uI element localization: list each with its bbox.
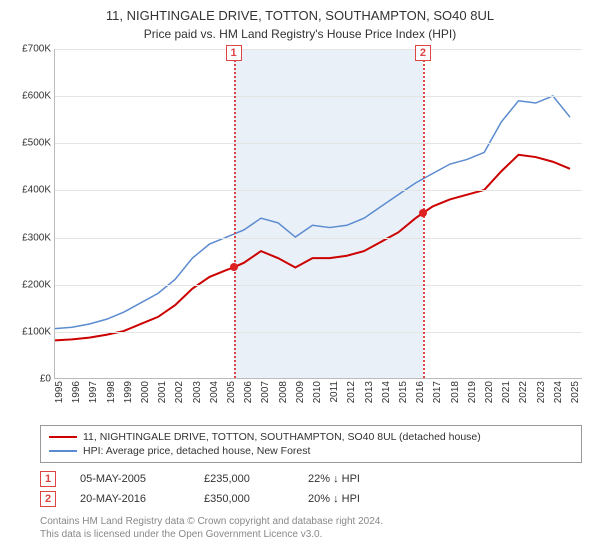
price-chart: £0£100K£200K£300K£400K£500K£600K£700K12 (54, 49, 582, 379)
x-tick-label: 2025 (570, 381, 581, 403)
legend-row: 11, NIGHTINGALE DRIVE, TOTTON, SOUTHAMPT… (49, 430, 573, 444)
x-axis-labels: 1995 1996 1997 1998 1999 2000 2001 2002 2003 2004… (54, 379, 582, 419)
x-tick-label: 1997 (88, 381, 99, 403)
x-tick-label: 2019 (467, 381, 478, 403)
x-tick-label: 2013 (364, 381, 375, 403)
y-tick-label: £200K (22, 279, 55, 290)
sale-point (230, 263, 238, 271)
x-tick-label: 2010 (312, 381, 323, 403)
series-hpi (55, 96, 570, 329)
x-tick-label: 2012 (346, 381, 357, 403)
x-tick-label: 1995 (54, 381, 65, 403)
footnote: Contains HM Land Registry data © Crown c… (40, 515, 582, 541)
sale-date: 05-MAY-2005 (80, 473, 180, 485)
legend-label: HPI: Average price, detached house, New … (83, 445, 310, 457)
x-tick-label: 2011 (329, 381, 340, 403)
footnote-line: Contains HM Land Registry data © Crown c… (40, 515, 582, 528)
x-tick-label: 1998 (106, 381, 117, 403)
y-tick-label: £700K (22, 44, 55, 55)
sales-table: 1 05-MAY-2005 £235,000 22% ↓ HPI 2 20-MAY-201… (40, 469, 582, 509)
legend-row: HPI: Average price, detached house, New … (49, 444, 573, 458)
x-tick-label: 2016 (415, 381, 426, 403)
sale-row: 1 05-MAY-2005 £235,000 22% ↓ HPI (40, 469, 582, 489)
x-tick-label: 2004 (209, 381, 220, 403)
sale-price: £350,000 (204, 493, 284, 505)
sale-row: 2 20-MAY-2016 £350,000 20% ↓ HPI (40, 489, 582, 509)
x-tick-label: 2006 (243, 381, 254, 403)
x-tick-label: 2002 (174, 381, 185, 403)
y-tick-label: £100K (22, 326, 55, 337)
x-tick-label: 2023 (536, 381, 547, 403)
sale-date: 20-MAY-2016 (80, 493, 180, 505)
x-tick-label: 2005 (226, 381, 237, 403)
sale-flag: 2 (415, 45, 431, 61)
footnote-line: This data is licensed under the Open Gov… (40, 528, 582, 541)
x-tick-label: 2015 (398, 381, 409, 403)
sale-point (419, 209, 427, 217)
y-tick-label: £300K (22, 232, 55, 243)
x-tick-label: 2000 (140, 381, 151, 403)
sale-price: £235,000 (204, 473, 284, 485)
sale-row-flag: 1 (40, 471, 56, 487)
x-tick-label: 1996 (71, 381, 82, 403)
sale-delta: 22% ↓ HPI (308, 473, 360, 485)
x-tick-label: 2022 (518, 381, 529, 403)
x-tick-label: 2024 (553, 381, 564, 403)
chart-subtitle: Price paid vs. HM Land Registry's House … (0, 23, 600, 49)
x-tick-label: 2007 (260, 381, 271, 403)
sale-delta: 20% ↓ HPI (308, 493, 360, 505)
legend-label: 11, NIGHTINGALE DRIVE, TOTTON, SOUTHAMPT… (83, 431, 481, 443)
y-tick-label: £400K (22, 185, 55, 196)
sale-flag: 1 (226, 45, 242, 61)
x-tick-label: 2009 (295, 381, 306, 403)
x-tick-label: 2021 (501, 381, 512, 403)
chart-title: 11, NIGHTINGALE DRIVE, TOTTON, SOUTHAMPT… (0, 0, 600, 23)
y-tick-label: £600K (22, 91, 55, 102)
x-tick-label: 2014 (381, 381, 392, 403)
x-tick-label: 2017 (432, 381, 443, 403)
x-tick-label: 2020 (484, 381, 495, 403)
legend-swatch (49, 450, 77, 452)
x-tick-label: 2001 (157, 381, 168, 403)
y-tick-label: £500K (22, 138, 55, 149)
series-property (55, 155, 570, 341)
x-tick-label: 2008 (278, 381, 289, 403)
x-tick-label: 2018 (450, 381, 461, 403)
x-tick-label: 2003 (192, 381, 203, 403)
sale-row-flag: 2 (40, 491, 56, 507)
y-tick-label: £0 (40, 374, 55, 385)
x-tick-label: 1999 (123, 381, 134, 403)
legend-swatch (49, 436, 77, 438)
legend: 11, NIGHTINGALE DRIVE, TOTTON, SOUTHAMPT… (40, 425, 582, 463)
